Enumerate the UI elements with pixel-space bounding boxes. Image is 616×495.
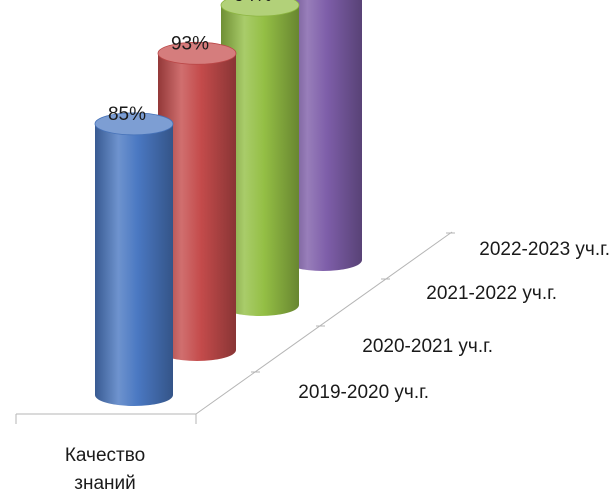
cylinder-2020-2021 уч.г. (157, 41, 237, 361)
cylinder-2022-2023 уч.г. (284, 0, 362, 271)
data-label: 94% (234, 0, 272, 6)
depth-axis-line (195, 231, 453, 415)
series-label: 2019-2020 уч.г. (298, 382, 429, 403)
cylinder-top (220, 0, 300, 17)
cylinder-2019-2020 уч.г. (94, 112, 174, 406)
series-label: 2021-2022 уч.г. (426, 283, 557, 304)
cylinder-body (221, 5, 299, 316)
data-labels: 98%94%93%85% (108, 0, 272, 125)
category-label-line-1: Качество (65, 445, 145, 466)
cylinder-2021-2022 уч.г. (220, 0, 300, 316)
cylinder-top (94, 112, 174, 136)
cylinder-body (158, 53, 236, 361)
chart-axes (15, 231, 453, 424)
data-label: 85% (108, 104, 146, 125)
depth-axis-ticks (251, 232, 455, 373)
chart-cylinders (94, 0, 362, 406)
series-label: 2020-2021 уч.г. (362, 336, 493, 357)
cylinder-body (95, 123, 173, 406)
category-label-line-2: знаний (74, 473, 136, 494)
cylinder-top (157, 41, 237, 65)
depth-axis-labels: 2022-2023 уч.г. 2021-2022 уч.г. 2020-2021 … (298, 239, 610, 403)
cylinder-body (284, 0, 362, 271)
data-label: 93% (171, 33, 209, 54)
series-label: 2022-2023 уч.г. (479, 239, 610, 260)
